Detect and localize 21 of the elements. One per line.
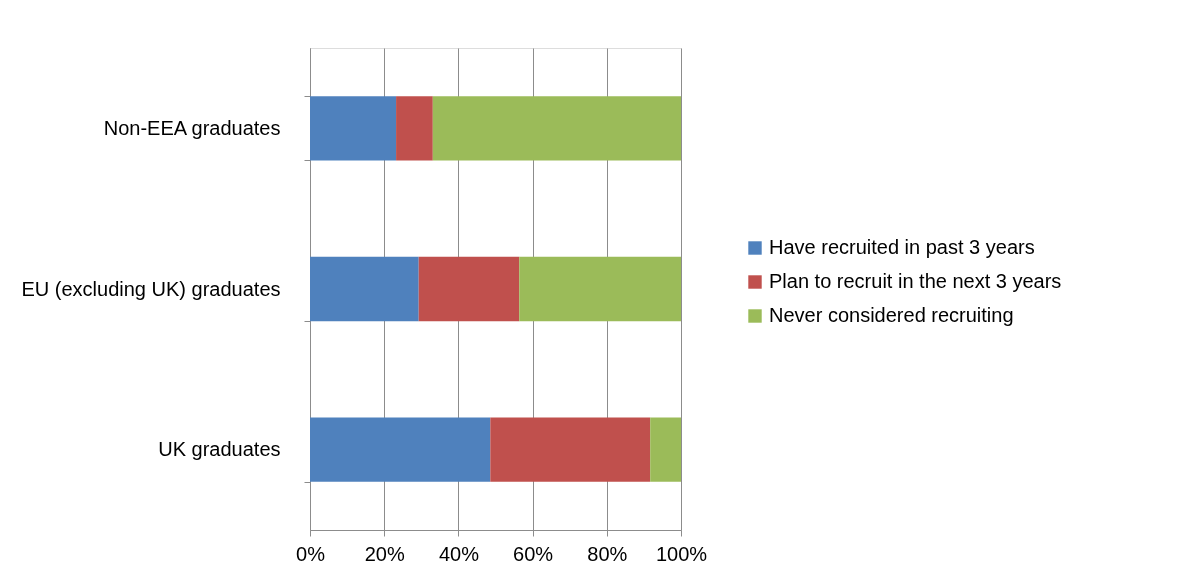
bar bbox=[432, 96, 681, 161]
x-tick-label: 100% bbox=[655, 542, 708, 565]
legend-label: Plan to recruit in the next 3 years bbox=[769, 270, 1062, 292]
x-tick-label: 80% bbox=[587, 542, 628, 565]
x-tick-label: 0% bbox=[296, 542, 326, 565]
bar bbox=[418, 256, 520, 322]
y-tick-label: EU (excluding UK) graduates bbox=[21, 277, 281, 300]
bar bbox=[310, 256, 419, 322]
x-tick-label: 20% bbox=[364, 542, 405, 565]
x-tick-label: 60% bbox=[513, 542, 554, 565]
x-tick-label: 40% bbox=[438, 542, 480, 565]
y-tick-label: Non-EEA graduates bbox=[103, 116, 281, 139]
bar bbox=[490, 417, 651, 482]
legend-label: Never considered recruiting bbox=[769, 304, 1014, 326]
bar bbox=[519, 256, 681, 322]
bar bbox=[310, 96, 397, 161]
bar bbox=[650, 417, 681, 482]
legend-label: Have recruited in past 3 years bbox=[769, 236, 1035, 258]
bar bbox=[310, 417, 491, 482]
bar bbox=[396, 96, 433, 161]
y-tick-label: UK graduates bbox=[158, 438, 281, 461]
